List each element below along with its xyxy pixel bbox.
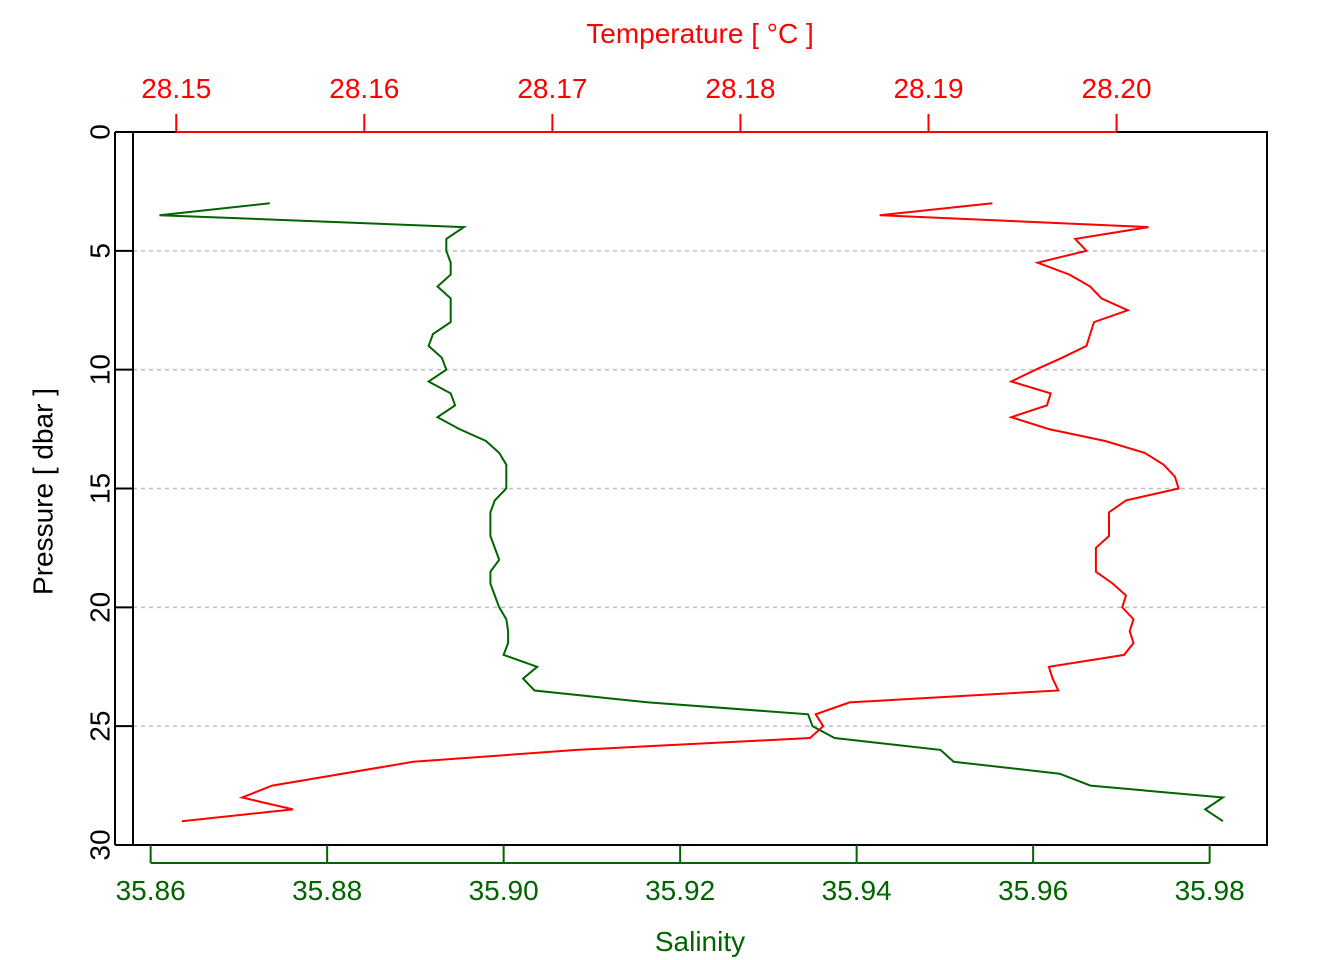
top-tick-label: 28.17 [517, 73, 587, 104]
y-tick-label: 30 [85, 829, 116, 860]
top-tick-label: 28.15 [141, 73, 211, 104]
y-tick-label: 10 [85, 354, 116, 385]
top-tick-label: 28.20 [1082, 73, 1152, 104]
y-tick-label: 5 [85, 243, 116, 259]
top-tick-label: 28.19 [893, 73, 963, 104]
bottom-tick-label: 35.88 [292, 875, 362, 906]
top-axis-title: Temperature [ °C ] [586, 18, 814, 49]
bottom-axis-title: Salinity [655, 926, 745, 957]
data-series [159, 202, 1226, 823]
bottom-tick-label: 35.98 [1175, 875, 1245, 906]
bottom-tick-label: 35.94 [822, 875, 892, 906]
salinity-line [159, 202, 1226, 823]
bottom-tick-label: 35.92 [645, 875, 715, 906]
y-tick-label: 25 [85, 711, 116, 742]
y-tick-label: 15 [85, 473, 116, 504]
y-tick-label: 20 [85, 592, 116, 623]
bottom-tick-label: 35.86 [116, 875, 186, 906]
top-tick-label: 28.16 [329, 73, 399, 104]
y-tick-label: 0 [85, 124, 116, 140]
bottom-tick-label: 35.96 [998, 875, 1068, 906]
bottom-tick-label: 35.90 [469, 875, 539, 906]
left-axis-title: Pressure [ dbar ] [28, 388, 59, 595]
top-tick-label: 28.18 [705, 73, 775, 104]
temperature-line [181, 202, 1180, 823]
